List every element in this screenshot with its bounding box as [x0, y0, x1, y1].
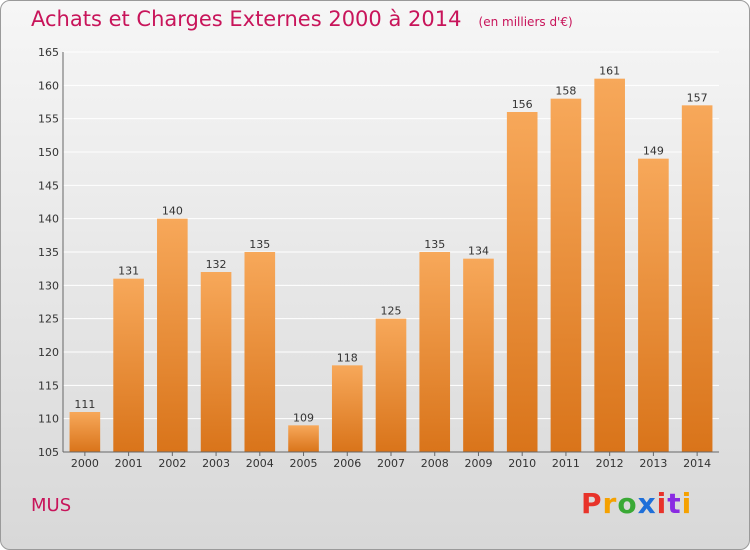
data-label-2006: 118 — [337, 351, 358, 364]
data-label-2009: 134 — [468, 245, 489, 258]
logo-letter: P — [581, 487, 603, 520]
bar-2012 — [594, 78, 625, 453]
x-tick-label-2010: 2010 — [508, 457, 536, 470]
logo-letter: t — [667, 487, 682, 520]
chart-title: Achats et Charges Externes 2000 à 2014 (… — [31, 7, 573, 31]
data-label-2011: 158 — [555, 85, 576, 98]
bar-2003 — [200, 272, 232, 452]
data-label-2010: 156 — [512, 98, 533, 111]
data-label-2008: 135 — [424, 238, 445, 251]
y-tick-label: 115 — [38, 379, 59, 392]
x-tick-label-2006: 2006 — [333, 457, 361, 470]
data-label-2002: 140 — [162, 205, 183, 218]
logo-letter: o — [617, 487, 638, 520]
y-tick-label: 110 — [38, 413, 59, 426]
data-label-2005: 109 — [293, 411, 314, 424]
x-tick-label-2004: 2004 — [246, 457, 274, 470]
y-tick-label: 120 — [38, 346, 59, 359]
data-label-2001: 131 — [118, 265, 139, 278]
data-label-2000: 111 — [74, 398, 95, 411]
bar-2000 — [69, 412, 101, 452]
y-tick-label: 125 — [38, 313, 59, 326]
axes: 105 110 115 120 125 130 135 140 145 150 155 160 165 2… — [38, 46, 719, 470]
y-tick-label: 165 — [38, 46, 59, 59]
x-tick-label-2014: 2014 — [683, 457, 711, 470]
logo-letter: i — [681, 487, 693, 520]
y-tick-label: 135 — [38, 246, 59, 259]
bar-2002 — [157, 218, 188, 452]
logo-letter: x — [637, 487, 657, 520]
data-label-2007: 125 — [381, 305, 402, 318]
data-label-2014: 157 — [687, 91, 708, 104]
data-label-2012: 161 — [599, 65, 620, 78]
logo-letter: r — [602, 487, 618, 520]
x-tick-label-2000: 2000 — [71, 457, 99, 470]
bars: 111 131 140 132 135 109 118 125 135 134 156 158 161 1… — [69, 65, 713, 453]
data-label-2004: 135 — [249, 238, 270, 251]
x-tick-label-2007: 2007 — [377, 457, 405, 470]
y-tick-label: 140 — [38, 213, 59, 226]
x-tick-label-2003: 2003 — [202, 457, 230, 470]
y-tick-label: 150 — [38, 146, 59, 159]
bar-2009 — [463, 258, 494, 452]
bar-2007 — [375, 318, 407, 452]
proxiti-logo: Proxiti — [581, 487, 692, 520]
data-label-2003: 132 — [206, 258, 227, 271]
bar-2010 — [506, 112, 538, 452]
bar-2011 — [550, 98, 582, 453]
y-tick-label: 160 — [38, 79, 59, 92]
x-tick-label-2009: 2009 — [464, 457, 492, 470]
x-tick-label-2012: 2012 — [596, 457, 624, 470]
x-tick-label-2001: 2001 — [115, 457, 143, 470]
commune-name: MUS — [31, 495, 72, 516]
x-tick-label-2002: 2002 — [158, 457, 186, 470]
logo-letter: i — [656, 487, 668, 520]
title-text: Achats et Charges Externes 2000 à 2014 — [31, 7, 462, 31]
x-tick-label-2011: 2011 — [552, 457, 580, 470]
bar-2014 — [681, 105, 713, 452]
bar-2008 — [419, 252, 451, 452]
x-tick-label-2008: 2008 — [421, 457, 449, 470]
y-tick-label: 155 — [38, 113, 59, 126]
y-tick-label: 130 — [38, 279, 59, 292]
y-tick-label: 145 — [38, 179, 59, 192]
bar-2001 — [113, 278, 144, 452]
bar-2005 — [288, 425, 319, 452]
y-tick-label: 105 — [38, 446, 59, 459]
bar-2006 — [331, 365, 363, 452]
x-tick-label-2005: 2005 — [290, 457, 318, 470]
title-unit: (en milliers d'€) — [478, 15, 573, 29]
bar-2004 — [244, 252, 276, 452]
bar-2013 — [638, 158, 669, 452]
x-tick-label-2013: 2013 — [639, 457, 667, 470]
data-label-2013: 149 — [643, 145, 664, 158]
